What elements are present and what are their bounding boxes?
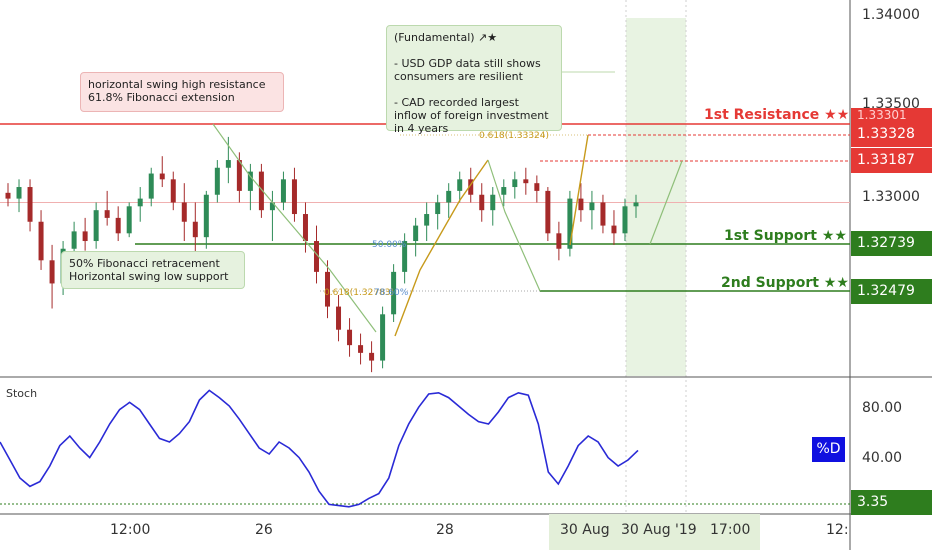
stoch-label: Stoch bbox=[6, 387, 38, 400]
candle-body bbox=[567, 198, 573, 249]
candle-body bbox=[512, 179, 518, 188]
time-tick-28: 28 bbox=[436, 522, 454, 538]
fib-label-50: 50.00% bbox=[372, 240, 407, 250]
fib-label-786: 78.60% bbox=[374, 288, 409, 298]
candle-body bbox=[181, 202, 187, 222]
candle-body bbox=[523, 179, 529, 184]
candle-body bbox=[468, 179, 474, 195]
fib-swing-arrow bbox=[394, 159, 489, 337]
candle-body bbox=[93, 210, 99, 242]
stoch-value-tag: 3.35 bbox=[851, 490, 932, 515]
candle-body bbox=[402, 241, 408, 272]
candle-body bbox=[534, 183, 540, 191]
candle-body bbox=[258, 171, 264, 211]
candle-body bbox=[280, 179, 286, 203]
candle-body bbox=[457, 179, 463, 191]
candle-body bbox=[170, 179, 176, 203]
projection-zone bbox=[626, 18, 686, 376]
up-projection-arrow bbox=[569, 134, 589, 246]
candle-body bbox=[214, 167, 220, 195]
candle-body bbox=[148, 173, 154, 199]
candle-body bbox=[501, 187, 507, 195]
candle-body bbox=[545, 190, 551, 234]
candle-body bbox=[633, 202, 639, 207]
candle-body bbox=[159, 173, 165, 180]
price-tag-1-32739: 1.32739 bbox=[851, 231, 932, 256]
candle-body bbox=[391, 271, 397, 315]
fib-label-lower: 0.618(1.32783) bbox=[324, 288, 395, 298]
candle-body bbox=[611, 225, 617, 234]
time-tick-26: 26 bbox=[255, 522, 273, 538]
candle-body bbox=[622, 206, 628, 234]
fundamental-note: (Fundamental) ↗★ - USD GDP data still sh… bbox=[386, 25, 562, 135]
candle-body bbox=[126, 206, 132, 234]
stoch-tick-80: 80.00 bbox=[862, 400, 903, 416]
time-tick-1200: 12:00 bbox=[110, 522, 151, 538]
candle-body bbox=[247, 171, 253, 191]
first-resistance-label: 1st Resistance ★★ bbox=[704, 107, 850, 123]
candle-body bbox=[446, 190, 452, 203]
support-note: 50% Fibonacci retracement Horizontal swi… bbox=[61, 251, 245, 289]
candle-body bbox=[27, 187, 33, 222]
candle-body bbox=[49, 260, 55, 284]
candle-body bbox=[589, 202, 595, 211]
time-tick-end: 12: bbox=[826, 522, 849, 538]
candle-body bbox=[5, 192, 11, 199]
candle-body bbox=[347, 329, 353, 346]
candle-body bbox=[192, 221, 198, 238]
candle-body bbox=[424, 214, 430, 226]
candle-body bbox=[104, 210, 110, 218]
candle-body bbox=[82, 231, 88, 242]
fib-label-upper: 0.618(1.33324) bbox=[479, 131, 550, 141]
price-tick-1-33000: 1.33000 bbox=[862, 189, 920, 205]
price-tag-1-33328: 1.33328 bbox=[851, 122, 932, 147]
candle-body bbox=[313, 241, 319, 272]
candle-body bbox=[325, 271, 331, 307]
candle-body bbox=[225, 160, 231, 168]
candle-body bbox=[137, 198, 143, 207]
candle-body bbox=[16, 187, 22, 199]
candle-body bbox=[38, 221, 44, 261]
stoch-d-tag: %D bbox=[812, 437, 845, 462]
resistance-note: horizontal swing high resistance 61.8% F… bbox=[80, 72, 284, 112]
candle-body bbox=[358, 345, 364, 353]
candle-body bbox=[413, 225, 419, 242]
candle-body bbox=[269, 202, 275, 211]
time-highlight-time: 17:00 bbox=[710, 522, 751, 538]
candle-body bbox=[578, 198, 584, 211]
price-tick-1-34000: 1.34000 bbox=[862, 7, 920, 23]
candle-body bbox=[115, 217, 121, 234]
candle-body bbox=[291, 179, 297, 215]
price-tick-1-33500: 1.33500 bbox=[862, 96, 920, 112]
candle-body bbox=[71, 231, 77, 249]
candle-body bbox=[479, 194, 485, 211]
candle-body bbox=[435, 202, 441, 215]
candle-body bbox=[380, 314, 386, 361]
time-highlight-bar bbox=[549, 514, 760, 550]
retrace-arrow bbox=[487, 159, 541, 292]
price-tag-1-33187: 1.33187 bbox=[851, 148, 932, 173]
target-projection-arrow bbox=[649, 160, 683, 245]
stoch-line bbox=[0, 389, 639, 508]
candle-body bbox=[490, 194, 496, 211]
candle-body bbox=[203, 194, 209, 238]
candle-body bbox=[369, 352, 375, 361]
price-tag-1-32479: 1.32479 bbox=[851, 279, 932, 304]
time-highlight-date: 30 Aug '19 bbox=[621, 522, 697, 538]
price-tag-1-33301: 1.33301 bbox=[851, 108, 932, 122]
candle-body bbox=[556, 233, 562, 249]
candle-body bbox=[302, 214, 308, 242]
time-highlight-start: 30 Aug bbox=[560, 522, 610, 538]
candle-body bbox=[336, 306, 342, 330]
down-swing-arrow bbox=[212, 123, 377, 333]
candle-body bbox=[600, 202, 606, 226]
stoch-tick-40: 40.00 bbox=[862, 450, 903, 466]
first-support-label: 1st Support ★★ bbox=[724, 228, 847, 244]
second-support-label: 2nd Support ★★ bbox=[721, 275, 849, 291]
candle-body bbox=[236, 160, 242, 191]
